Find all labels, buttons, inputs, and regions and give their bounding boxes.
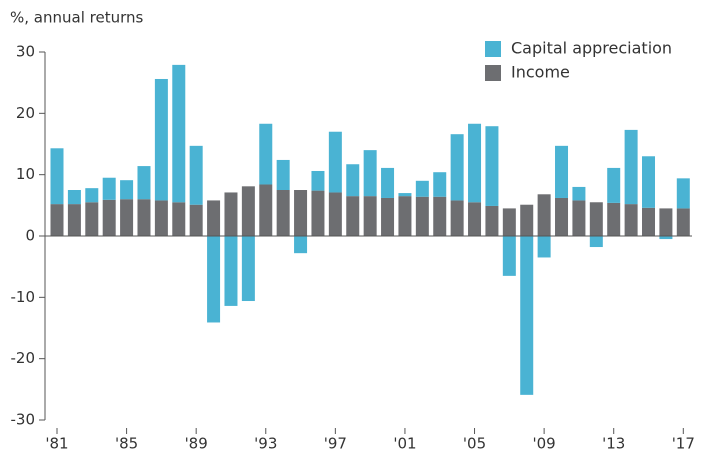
y-tick-label: 20 — [16, 104, 35, 122]
y-tick-label: -30 — [11, 411, 36, 429]
x-tick-label: '89 — [185, 435, 208, 453]
bar — [137, 199, 151, 236]
bar — [224, 236, 238, 306]
bar — [363, 196, 377, 236]
bar — [120, 199, 134, 236]
bar — [276, 159, 290, 190]
bar — [311, 190, 325, 236]
x-tick-label: '85 — [115, 435, 138, 453]
bar — [294, 236, 308, 254]
bar — [659, 208, 673, 236]
bar — [102, 177, 116, 200]
bar — [624, 204, 638, 236]
y-tick-label: -10 — [11, 288, 36, 306]
bar — [241, 186, 255, 236]
bar — [572, 186, 586, 201]
bar — [172, 202, 186, 236]
bar — [85, 188, 99, 203]
bar — [537, 236, 551, 258]
bar — [642, 207, 656, 236]
bar — [415, 180, 429, 197]
bar — [67, 204, 81, 236]
legend-label: Income — [511, 63, 570, 82]
y-tick-label: 10 — [16, 165, 35, 183]
bar — [120, 180, 134, 200]
bar — [363, 150, 377, 197]
y-tick-label: 30 — [16, 43, 35, 61]
bar — [415, 196, 429, 236]
y-tick-label: 0 — [25, 227, 35, 245]
bar — [137, 166, 151, 200]
bar — [433, 172, 447, 197]
bar — [328, 131, 342, 193]
x-tick-label: '05 — [463, 435, 486, 453]
bar — [67, 190, 81, 205]
bar — [659, 236, 673, 240]
bar — [589, 202, 603, 236]
bar — [537, 194, 551, 236]
bar — [224, 192, 238, 236]
bar — [241, 236, 255, 302]
bar — [189, 145, 203, 205]
bar — [607, 202, 621, 236]
bar — [398, 196, 412, 236]
bar — [50, 148, 64, 205]
bar — [154, 78, 168, 201]
bar — [311, 170, 325, 191]
bar — [154, 200, 168, 236]
bar — [381, 197, 395, 236]
bar — [450, 134, 464, 201]
x-tick-label: '97 — [324, 435, 347, 453]
bar — [676, 208, 690, 236]
bar — [259, 123, 273, 185]
bar — [207, 236, 221, 323]
bar — [294, 190, 308, 236]
bar — [555, 197, 569, 236]
bar — [450, 200, 464, 236]
bar — [485, 126, 499, 206]
x-tick-label: '13 — [602, 435, 625, 453]
bar — [624, 129, 638, 205]
bar — [485, 205, 499, 236]
x-tick-label: '09 — [533, 435, 556, 453]
x-tick-label: '81 — [45, 435, 68, 453]
bar — [555, 145, 569, 198]
bar — [346, 164, 360, 197]
bar — [607, 167, 621, 203]
bar — [502, 208, 516, 236]
bar — [85, 202, 99, 236]
legend-swatch — [485, 65, 501, 81]
bar — [468, 123, 482, 203]
bar — [520, 236, 534, 395]
legend-label: Capital appreciation — [511, 39, 672, 58]
bar — [642, 156, 656, 208]
bar — [50, 204, 64, 236]
bar — [172, 64, 186, 203]
bar — [189, 204, 203, 236]
bar — [381, 167, 395, 198]
legend-swatch — [485, 41, 501, 57]
bar — [433, 196, 447, 236]
x-tick-label: '93 — [254, 435, 277, 453]
bar — [276, 190, 290, 236]
bar — [398, 193, 412, 197]
bar — [676, 178, 690, 209]
bar — [468, 202, 482, 236]
y-axis-label: %, annual returns — [10, 9, 143, 27]
bar — [520, 204, 534, 236]
y-tick-label: -20 — [11, 349, 36, 367]
bar — [259, 184, 273, 236]
x-tick-label: '01 — [393, 435, 416, 453]
bar — [207, 200, 221, 236]
bar — [102, 199, 116, 236]
x-tick-label: '17 — [672, 435, 695, 453]
bar — [328, 192, 342, 236]
bar — [346, 196, 360, 236]
bar — [589, 236, 603, 248]
bar — [502, 236, 516, 276]
bar — [572, 200, 586, 236]
